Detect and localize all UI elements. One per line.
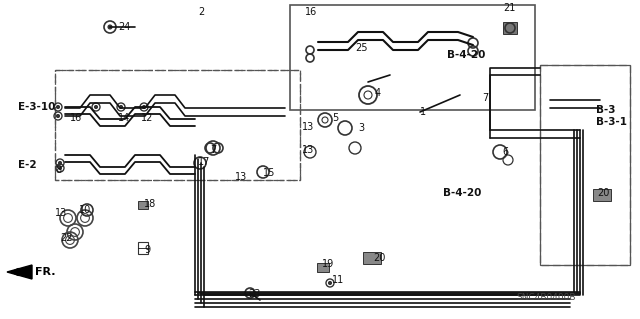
Text: 7: 7 — [482, 93, 488, 103]
Text: 16: 16 — [305, 7, 317, 17]
Circle shape — [95, 106, 97, 108]
Text: 12: 12 — [141, 113, 154, 123]
Text: 13: 13 — [55, 208, 67, 218]
Bar — [540, 65, 630, 265]
Text: 3: 3 — [358, 123, 364, 133]
Text: 13: 13 — [302, 145, 314, 155]
Text: 20: 20 — [597, 188, 609, 198]
Bar — [363, 252, 381, 264]
Text: 25: 25 — [355, 43, 367, 53]
Text: 6: 6 — [502, 147, 508, 157]
Text: 20: 20 — [373, 253, 385, 263]
Bar — [503, 22, 517, 34]
Text: B-4-20: B-4-20 — [447, 50, 485, 60]
Text: FR.: FR. — [35, 267, 56, 277]
Circle shape — [120, 106, 122, 108]
Text: 5: 5 — [332, 113, 339, 123]
Circle shape — [328, 281, 332, 285]
Bar — [55, 70, 300, 180]
Text: 15: 15 — [263, 168, 275, 178]
Text: 4: 4 — [375, 88, 381, 98]
Bar — [593, 189, 611, 201]
Text: B-4-20: B-4-20 — [443, 188, 481, 198]
Bar — [138, 242, 148, 254]
Text: 24: 24 — [118, 22, 131, 32]
Polygon shape — [7, 265, 32, 279]
Text: SNC4B0400B: SNC4B0400B — [516, 293, 575, 302]
Text: E-2: E-2 — [18, 160, 36, 170]
Text: 13: 13 — [302, 122, 314, 132]
Text: 13: 13 — [235, 172, 247, 182]
Text: 10: 10 — [79, 205, 92, 215]
Circle shape — [108, 25, 112, 29]
Text: E-3-10: E-3-10 — [18, 102, 56, 112]
Text: 9: 9 — [144, 245, 150, 255]
Text: 18: 18 — [144, 199, 156, 209]
Circle shape — [58, 167, 61, 169]
Text: 21: 21 — [503, 3, 515, 13]
Bar — [138, 201, 148, 209]
Text: 19: 19 — [322, 259, 334, 269]
Text: 14: 14 — [118, 113, 131, 123]
Text: 17: 17 — [198, 157, 211, 167]
Circle shape — [56, 115, 60, 117]
Text: 23: 23 — [248, 289, 260, 299]
Circle shape — [143, 106, 145, 108]
Bar — [290, 5, 535, 110]
Text: 2: 2 — [198, 7, 204, 17]
Text: 16: 16 — [70, 113, 83, 123]
Text: 8: 8 — [55, 165, 61, 175]
Text: B-3: B-3 — [596, 105, 616, 115]
Text: B-3-1: B-3-1 — [596, 117, 627, 127]
Text: 1: 1 — [420, 107, 426, 117]
Circle shape — [56, 106, 60, 108]
Bar — [540, 65, 630, 265]
Circle shape — [58, 161, 61, 165]
Text: 7: 7 — [210, 145, 216, 155]
Text: 22: 22 — [60, 233, 72, 243]
Bar — [55, 70, 300, 180]
Text: 11: 11 — [332, 275, 344, 285]
Bar — [317, 263, 329, 271]
